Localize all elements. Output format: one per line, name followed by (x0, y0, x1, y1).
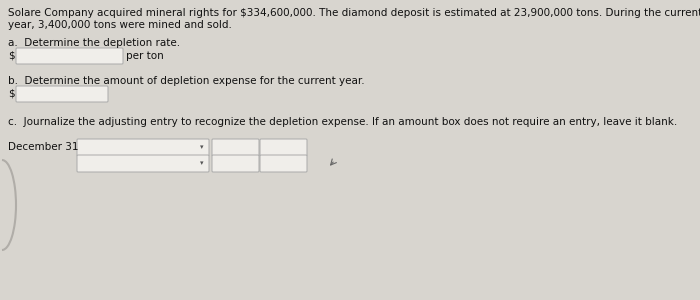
Text: b.  Determine the amount of depletion expense for the current year.: b. Determine the amount of depletion exp… (8, 76, 365, 86)
Text: year, 3,400,000 tons were mined and sold.: year, 3,400,000 tons were mined and sold… (8, 20, 232, 30)
Text: $: $ (8, 89, 15, 99)
Text: December 31: December 31 (8, 142, 78, 152)
Text: a.  Determine the depletion rate.: a. Determine the depletion rate. (8, 38, 180, 48)
FancyBboxPatch shape (260, 139, 307, 156)
Text: ▾: ▾ (199, 160, 203, 166)
FancyBboxPatch shape (260, 155, 307, 172)
Text: per ton: per ton (126, 51, 164, 61)
Text: c.  Journalize the adjusting entry to recognize the depletion expense. If an amo: c. Journalize the adjusting entry to rec… (8, 117, 678, 127)
Text: $: $ (8, 51, 15, 61)
FancyBboxPatch shape (77, 155, 209, 172)
Text: ▾: ▾ (199, 145, 203, 151)
Text: Solare Company acquired mineral rights for $334,600,000. The diamond deposit is : Solare Company acquired mineral rights f… (8, 8, 700, 18)
FancyBboxPatch shape (77, 139, 209, 156)
FancyBboxPatch shape (16, 48, 123, 64)
FancyBboxPatch shape (16, 86, 108, 102)
FancyBboxPatch shape (212, 139, 259, 156)
FancyBboxPatch shape (212, 155, 259, 172)
